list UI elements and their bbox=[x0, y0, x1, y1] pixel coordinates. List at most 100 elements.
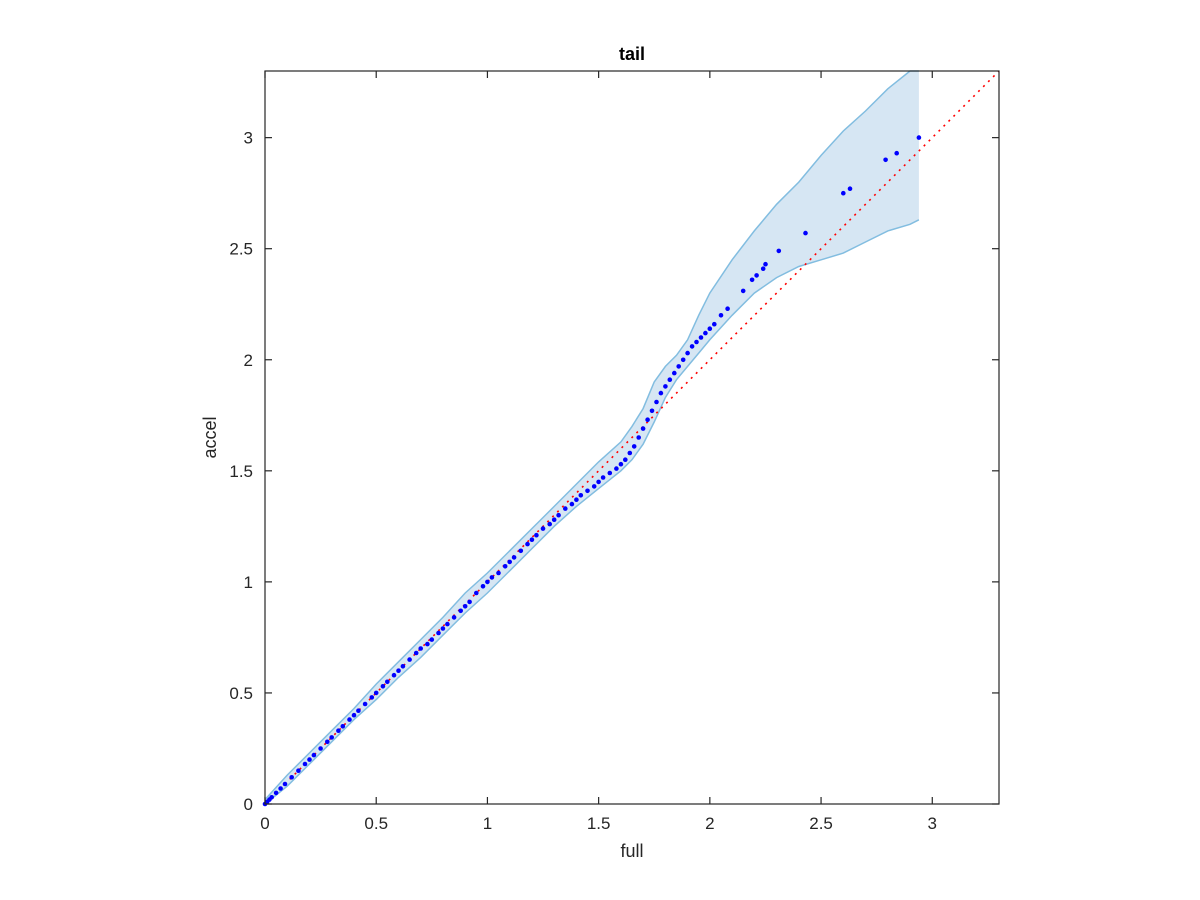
data-point bbox=[916, 135, 922, 140]
chart-title: tail bbox=[619, 44, 645, 64]
data-point bbox=[458, 608, 464, 614]
data-point bbox=[847, 186, 853, 191]
data-point bbox=[418, 646, 424, 651]
data-point bbox=[307, 757, 312, 762]
data-point bbox=[645, 417, 650, 423]
data-point bbox=[529, 537, 535, 542]
data-point bbox=[703, 330, 708, 336]
data-point bbox=[883, 157, 888, 163]
x-tick-label: 2 bbox=[705, 814, 714, 833]
y-tick-label: 1.5 bbox=[229, 462, 253, 481]
data-point bbox=[712, 321, 717, 327]
data-point bbox=[407, 657, 412, 662]
data-point bbox=[269, 795, 275, 800]
data-point bbox=[654, 399, 659, 405]
data-point bbox=[278, 786, 283, 791]
data-point bbox=[894, 150, 899, 156]
reference-line bbox=[264, 70, 1000, 805]
data-point bbox=[718, 313, 724, 318]
data-point bbox=[680, 357, 686, 363]
data-point bbox=[336, 728, 341, 733]
data-point bbox=[373, 690, 379, 696]
data-point bbox=[672, 370, 677, 376]
data-point bbox=[607, 470, 613, 476]
data-point bbox=[445, 621, 450, 627]
data-point bbox=[351, 712, 357, 718]
data-point bbox=[451, 615, 457, 620]
data-point bbox=[563, 506, 568, 511]
data-point bbox=[591, 484, 597, 489]
y-axis-ticks: 0 0.5 1 1.5 2 2.5 3 bbox=[229, 129, 999, 814]
data-point bbox=[540, 526, 546, 531]
data-point bbox=[273, 790, 279, 796]
data-point bbox=[574, 497, 579, 503]
data-point bbox=[369, 695, 375, 700]
y-tick-label: 3 bbox=[244, 129, 253, 148]
x-tick-label: 1.5 bbox=[587, 814, 611, 833]
data-point bbox=[489, 575, 495, 580]
data-point bbox=[391, 672, 397, 678]
data-point bbox=[649, 408, 655, 414]
data-point bbox=[556, 512, 561, 518]
data-point bbox=[547, 521, 552, 527]
data-point bbox=[636, 435, 641, 440]
data-point bbox=[663, 384, 668, 389]
axes-box bbox=[264, 70, 1000, 805]
data-point bbox=[340, 724, 346, 729]
data-point bbox=[551, 517, 557, 522]
data-point bbox=[429, 637, 435, 642]
y-axis-label: accel bbox=[200, 416, 220, 458]
data-point bbox=[569, 501, 575, 507]
data-point bbox=[474, 590, 479, 596]
data-point bbox=[496, 570, 501, 576]
data-point bbox=[311, 752, 317, 758]
data-point bbox=[485, 579, 490, 585]
data-point bbox=[698, 335, 704, 340]
x-axis-label: full bbox=[620, 841, 643, 861]
data-point bbox=[754, 273, 759, 278]
data-point bbox=[803, 230, 808, 236]
y-tick-label: 0 bbox=[244, 795, 253, 814]
data-point bbox=[413, 650, 419, 656]
data-point bbox=[462, 604, 468, 609]
data-point bbox=[841, 190, 846, 196]
data-point bbox=[436, 630, 441, 636]
data-point bbox=[667, 377, 673, 383]
data-point bbox=[694, 339, 699, 345]
data-points bbox=[262, 135, 922, 807]
data-point bbox=[325, 739, 330, 745]
data-point bbox=[740, 288, 746, 294]
y-tick-label: 2 bbox=[244, 351, 253, 370]
data-point bbox=[623, 457, 628, 463]
confidence-band bbox=[265, 71, 919, 804]
x-tick-label: 1 bbox=[483, 814, 492, 833]
data-point bbox=[614, 466, 619, 471]
data-point bbox=[329, 735, 335, 740]
data-point bbox=[400, 664, 406, 669]
data-point bbox=[289, 775, 295, 780]
x-tick-label: 0.5 bbox=[364, 814, 388, 833]
data-point bbox=[578, 493, 584, 498]
y-tick-label: 0.5 bbox=[229, 684, 253, 703]
data-point bbox=[356, 708, 361, 713]
data-point bbox=[502, 564, 508, 569]
data-point bbox=[689, 344, 695, 349]
x-axis-ticks: 0 0.5 1 1.5 2 2.5 3 bbox=[260, 71, 937, 833]
data-point bbox=[596, 479, 601, 485]
data-point bbox=[776, 248, 782, 254]
data-point bbox=[525, 541, 530, 547]
x-tick-label: 3 bbox=[928, 814, 937, 833]
data-point bbox=[347, 717, 352, 722]
data-point bbox=[318, 746, 323, 751]
data-point bbox=[631, 444, 637, 449]
y-tick-label: 1 bbox=[244, 573, 253, 592]
data-point bbox=[467, 599, 472, 605]
data-point bbox=[302, 761, 308, 767]
data-point bbox=[707, 326, 713, 332]
x-tick-label: 0 bbox=[260, 814, 269, 833]
data-point bbox=[685, 350, 690, 356]
data-point bbox=[380, 684, 386, 689]
data-point bbox=[627, 450, 633, 456]
